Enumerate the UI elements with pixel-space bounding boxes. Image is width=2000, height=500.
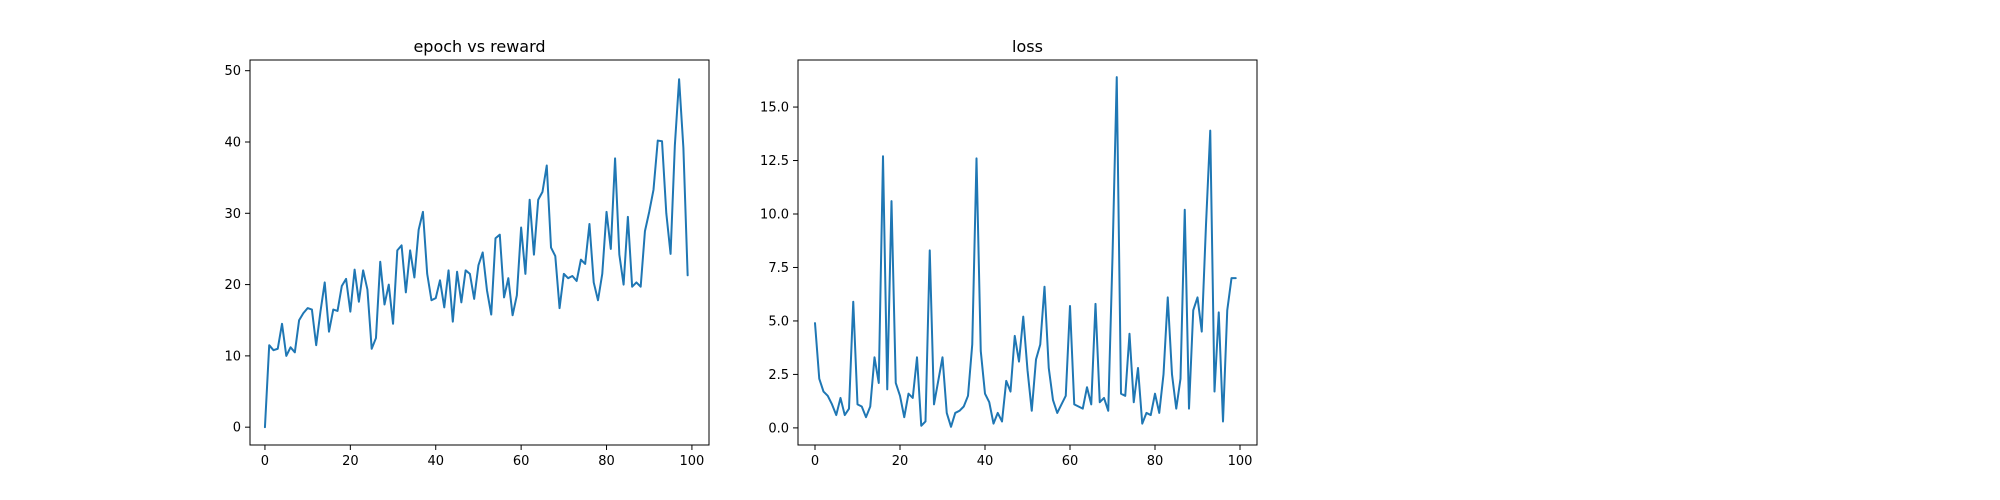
y-tick-label: 2.5: [768, 368, 789, 383]
x-tick-label: 100: [1228, 454, 1253, 469]
y-tick-label: 7.5: [768, 261, 789, 276]
x-tick-label: 40: [977, 454, 994, 469]
y-tick-label: 15.0: [760, 101, 789, 116]
y-tick-label: 0: [233, 421, 241, 436]
series-line-reward: [263, 78, 689, 429]
chart-title: loss: [1012, 37, 1043, 56]
y-tick-label: 30: [224, 207, 241, 222]
x-tick-label: 20: [342, 454, 359, 469]
axes-frame: [797, 59, 1258, 446]
y-tick-label: 12.5: [760, 154, 789, 169]
reward-chart: epoch vs reward 0 20 40 60 80 100 0 10 20 30 40 50: [224, 37, 710, 469]
y-tick-label: 50: [224, 64, 241, 79]
series-line-loss: [814, 76, 1237, 428]
y-tick-label: 10.0: [760, 208, 789, 223]
x-tick-label: 100: [680, 454, 705, 469]
y-tick-label: 10: [224, 349, 241, 364]
y-tick-label: 5.0: [768, 314, 789, 329]
x-tick-label: 0: [811, 454, 819, 469]
x-tick-label: 20: [892, 454, 909, 469]
x-tick-label: 60: [513, 454, 530, 469]
y-tick-label: 40: [224, 135, 241, 150]
loss-chart: loss 0 20 40 60 80 100 0.0 2.5 5.0 7.5 10.0 12.5 15.…: [760, 37, 1258, 469]
chart-title: epoch vs reward: [413, 37, 545, 56]
x-tick-label: 80: [1147, 454, 1164, 469]
y-tick-label: 0.0: [768, 421, 789, 436]
y-tick-label: 20: [224, 278, 241, 293]
x-tick-label: 0: [261, 454, 269, 469]
x-tick-label: 80: [598, 454, 615, 469]
axes-frame: [249, 59, 710, 446]
x-tick-label: 40: [427, 454, 444, 469]
x-tick-label: 60: [1062, 454, 1079, 469]
